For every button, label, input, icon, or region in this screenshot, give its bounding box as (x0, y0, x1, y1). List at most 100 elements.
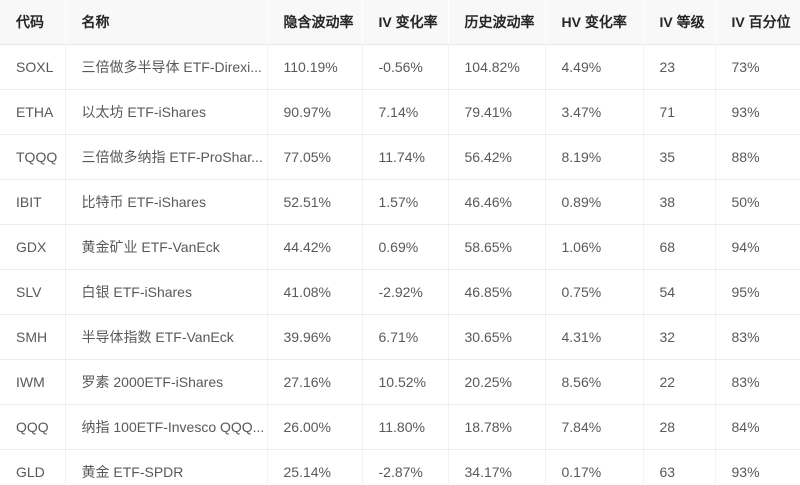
column-header-iv[interactable]: 隐含波动率 (266, 0, 362, 45)
cell-name: 半导体指数 ETF-VanEck (64, 314, 267, 360)
cell-iv-percentile: 84% (714, 404, 800, 450)
cell-hv: 18.78% (447, 404, 545, 450)
cell-name: 比特币 ETF-iShares (64, 179, 267, 225)
cell-iv-percentile: 93% (714, 89, 800, 135)
cell-code: SLV (0, 269, 65, 315)
cell-hv: 46.46% (447, 179, 545, 225)
table-row[interactable]: IWM 罗素 2000ETF-iShares 27.16% 10.52% 20.… (0, 359, 800, 405)
cell-iv: 25.14% (266, 449, 362, 485)
cell-iv: 44.42% (266, 224, 362, 270)
cell-iv-rank: 32 (642, 314, 715, 360)
table-row[interactable]: GDX 黄金矿业 ETF-VanEck 44.42% 0.69% 58.65% … (0, 224, 800, 270)
cell-hv-change: 3.47% (544, 89, 643, 135)
cell-hv-change: 1.06% (544, 224, 643, 270)
table-row[interactable]: TQQQ 三倍做多纳指 ETF-ProShar... 77.05% 11.74%… (0, 134, 800, 180)
column-header-iv-rank[interactable]: IV 等级 (642, 0, 715, 45)
column-header-hv[interactable]: 历史波动率 (447, 0, 545, 45)
cell-hv-change: 0.17% (544, 449, 643, 485)
column-header-code[interactable]: 代码 (0, 0, 65, 45)
cell-iv: 110.19% (266, 44, 362, 90)
cell-code: QQQ (0, 404, 65, 450)
cell-iv: 26.00% (266, 404, 362, 450)
cell-iv-percentile: 94% (714, 224, 800, 270)
cell-name: 三倍做多纳指 ETF-ProShar... (64, 134, 267, 180)
column-header-name[interactable]: 名称 (64, 0, 267, 45)
header-row: 代码 名称 隐含波动率 IV 变化率 历史波动率 HV 变化率 IV 等级 IV… (0, 0, 800, 45)
cell-iv-percentile: 83% (714, 359, 800, 405)
cell-iv-rank: 68 (642, 224, 715, 270)
cell-iv: 27.16% (266, 359, 362, 405)
cell-iv-percentile: 88% (714, 134, 800, 180)
cell-hv-change: 4.49% (544, 44, 643, 90)
cell-hv: 30.65% (447, 314, 545, 360)
cell-iv-change: 7.14% (361, 89, 448, 135)
cell-iv-rank: 23 (642, 44, 715, 90)
cell-iv-change: 11.80% (361, 404, 448, 450)
cell-code: ETHA (0, 89, 65, 135)
column-header-hv-change[interactable]: HV 变化率 (544, 0, 643, 45)
cell-hv: 56.42% (447, 134, 545, 180)
cell-iv-rank: 35 (642, 134, 715, 180)
column-header-iv-change[interactable]: IV 变化率 (361, 0, 448, 45)
cell-iv-change: 10.52% (361, 359, 448, 405)
cell-hv-change: 0.75% (544, 269, 643, 315)
cell-name: 白银 ETF-iShares (64, 269, 267, 315)
cell-iv-rank: 71 (642, 89, 715, 135)
cell-hv: 79.41% (447, 89, 545, 135)
table-row[interactable]: IBIT 比特币 ETF-iShares 52.51% 1.57% 46.46%… (0, 179, 800, 225)
cell-iv: 90.97% (266, 89, 362, 135)
cell-hv-change: 0.89% (544, 179, 643, 225)
cell-iv-change: 6.71% (361, 314, 448, 360)
table-row[interactable]: SMH 半导体指数 ETF-VanEck 39.96% 6.71% 30.65%… (0, 314, 800, 360)
cell-iv-percentile: 95% (714, 269, 800, 315)
cell-iv-rank: 22 (642, 359, 715, 405)
cell-name: 以太坊 ETF-iShares (64, 89, 267, 135)
cell-iv-change: 11.74% (361, 134, 448, 180)
table-row[interactable]: GLD 黄金 ETF-SPDR 25.14% -2.87% 34.17% 0.1… (0, 449, 800, 485)
table-body: SOXL 三倍做多半导体 ETF-Direxi... 110.19% -0.56… (0, 44, 800, 485)
cell-code: IBIT (0, 179, 65, 225)
cell-code: SMH (0, 314, 65, 360)
cell-code: SOXL (0, 44, 65, 90)
cell-iv-percentile: 83% (714, 314, 800, 360)
cell-name: 黄金矿业 ETF-VanEck (64, 224, 267, 270)
cell-name: 纳指 100ETF-Invesco QQQ... (64, 404, 267, 450)
table-row[interactable]: SLV 白银 ETF-iShares 41.08% -2.92% 46.85% … (0, 269, 800, 315)
table-header: 代码 名称 隐含波动率 IV 变化率 历史波动率 HV 变化率 IV 等级 IV… (0, 0, 800, 45)
cell-iv-rank: 54 (642, 269, 715, 315)
cell-hv-change: 8.19% (544, 134, 643, 180)
cell-code: GDX (0, 224, 65, 270)
table-row[interactable]: ETHA 以太坊 ETF-iShares 90.97% 7.14% 79.41%… (0, 89, 800, 135)
cell-name: 黄金 ETF-SPDR (64, 449, 267, 485)
cell-name: 三倍做多半导体 ETF-Direxi... (64, 44, 267, 90)
cell-hv-change: 8.56% (544, 359, 643, 405)
cell-iv-change: -2.87% (361, 449, 448, 485)
cell-code: GLD (0, 449, 65, 485)
cell-iv-rank: 63 (642, 449, 715, 485)
cell-hv: 20.25% (447, 359, 545, 405)
cell-iv-rank: 38 (642, 179, 715, 225)
table-row[interactable]: QQQ 纳指 100ETF-Invesco QQQ... 26.00% 11.8… (0, 404, 800, 450)
cell-iv-percentile: 93% (714, 449, 800, 485)
cell-hv: 104.82% (447, 44, 545, 90)
cell-iv-rank: 28 (642, 404, 715, 450)
cell-name: 罗素 2000ETF-iShares (64, 359, 267, 405)
cell-iv-change: 1.57% (361, 179, 448, 225)
cell-hv: 46.85% (447, 269, 545, 315)
cell-hv-change: 4.31% (544, 314, 643, 360)
cell-iv-percentile: 50% (714, 179, 800, 225)
column-header-iv-percentile[interactable]: IV 百分位 (714, 0, 800, 45)
cell-hv: 34.17% (447, 449, 545, 485)
cell-code: IWM (0, 359, 65, 405)
cell-iv-change: 0.69% (361, 224, 448, 270)
cell-iv-change: -2.92% (361, 269, 448, 315)
cell-iv: 39.96% (266, 314, 362, 360)
cell-iv: 52.51% (266, 179, 362, 225)
cell-iv-percentile: 73% (714, 44, 800, 90)
cell-hv: 58.65% (447, 224, 545, 270)
cell-iv: 41.08% (266, 269, 362, 315)
cell-iv: 77.05% (266, 134, 362, 180)
table-row[interactable]: SOXL 三倍做多半导体 ETF-Direxi... 110.19% -0.56… (0, 44, 800, 90)
